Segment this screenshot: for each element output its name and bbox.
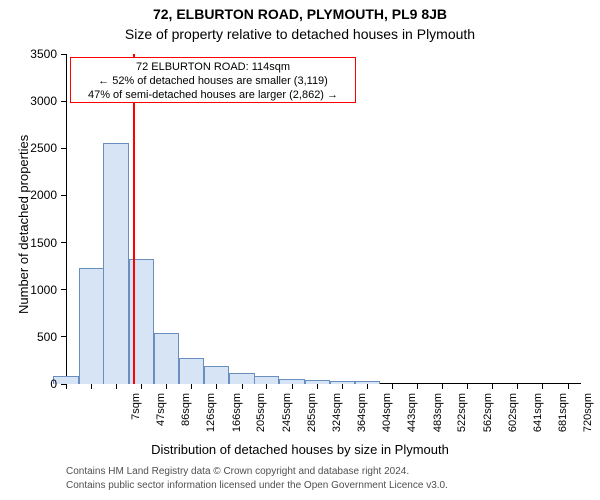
- x-tick-label: 483sqm: [432, 393, 444, 453]
- x-tick: [141, 384, 142, 389]
- x-tick: [442, 384, 443, 389]
- y-tick-label: 3500: [0, 47, 57, 61]
- x-tick-label: 205sqm: [255, 393, 267, 453]
- histogram-bar: [103, 143, 128, 384]
- x-tick: [417, 384, 418, 389]
- y-axis-line: [66, 54, 67, 384]
- y-tick: [61, 242, 66, 243]
- y-tick-label: 3000: [0, 94, 57, 108]
- x-tick: [91, 384, 92, 389]
- legend-line-3: 47% of semi-detached houses are larger (…: [75, 88, 351, 102]
- x-tick: [392, 384, 393, 389]
- x-tick: [116, 384, 117, 389]
- x-tick-label: 602sqm: [507, 393, 519, 453]
- footer-line-1: Contains HM Land Registry data © Crown c…: [66, 466, 409, 477]
- x-tick-label: 522sqm: [456, 393, 468, 453]
- footer-line-2: Contains public sector information licen…: [66, 480, 448, 491]
- x-tick: [542, 384, 543, 389]
- histogram-bar: [154, 333, 179, 384]
- y-tick: [61, 148, 66, 149]
- x-tick-label: 681sqm: [557, 393, 569, 453]
- legend-line-2: ← 52% of detached houses are smaller (3,…: [75, 74, 351, 88]
- y-tick-label: 2500: [0, 141, 57, 155]
- y-tick: [61, 54, 66, 55]
- y-tick: [61, 101, 66, 102]
- x-tick-label: 562sqm: [482, 393, 494, 453]
- x-tick-label: 404sqm: [381, 393, 393, 453]
- x-tick: [568, 384, 569, 389]
- x-tick: [266, 384, 267, 389]
- page-title-line1: 72, ELBURTON ROAD, PLYMOUTH, PL9 8JB: [0, 6, 600, 22]
- x-tick-label: 324sqm: [331, 393, 343, 453]
- x-tick-label: 126sqm: [205, 393, 217, 453]
- legend-line-1: 72 ELBURTON ROAD: 114sqm: [75, 60, 351, 74]
- y-tick: [61, 289, 66, 290]
- y-tick: [61, 195, 66, 196]
- histogram-bar: [53, 376, 78, 384]
- x-tick: [342, 384, 343, 389]
- x-tick: [492, 384, 493, 389]
- legend-box: 72 ELBURTON ROAD: 114sqm ← 52% of detach…: [70, 57, 356, 103]
- x-tick-label: 47sqm: [155, 393, 167, 453]
- y-tick-label: 1000: [0, 283, 57, 297]
- y-tick-label: 500: [0, 330, 57, 344]
- x-tick: [317, 384, 318, 389]
- x-tick-label: 86sqm: [180, 393, 192, 453]
- x-tick: [242, 384, 243, 389]
- x-tick-label: 443sqm: [406, 393, 418, 453]
- x-tick: [66, 384, 67, 389]
- y-tick: [61, 336, 66, 337]
- x-tick: [166, 384, 167, 389]
- histogram-bar: [204, 366, 229, 384]
- x-tick: [367, 384, 368, 389]
- page-title-line2: Size of property relative to detached ho…: [0, 26, 600, 42]
- x-tick: [292, 384, 293, 389]
- y-tick-label: 0: [0, 377, 57, 391]
- page: { "header": { "line1": "72, ELBURTON ROA…: [0, 0, 600, 500]
- y-tick-label: 2000: [0, 188, 57, 202]
- x-tick: [517, 384, 518, 389]
- histogram-bar: [179, 358, 204, 384]
- x-tick: [216, 384, 217, 389]
- x-tick-label: 364sqm: [356, 393, 368, 453]
- x-tick-label: 720sqm: [582, 393, 594, 453]
- histogram-bar: [229, 373, 254, 384]
- x-tick-label: 641sqm: [532, 393, 544, 453]
- x-tick: [467, 384, 468, 389]
- x-tick: [191, 384, 192, 389]
- x-tick-label: 166sqm: [231, 393, 243, 453]
- x-tick-label: 245sqm: [281, 393, 293, 453]
- histogram-bar: [254, 376, 279, 384]
- chart-plot-area: [66, 54, 581, 384]
- x-tick-label: 7sqm: [130, 393, 142, 453]
- x-tick-label: 285sqm: [306, 393, 318, 453]
- histogram-bar: [79, 268, 104, 384]
- property-marker-line: [133, 54, 135, 384]
- y-tick-label: 1500: [0, 236, 57, 250]
